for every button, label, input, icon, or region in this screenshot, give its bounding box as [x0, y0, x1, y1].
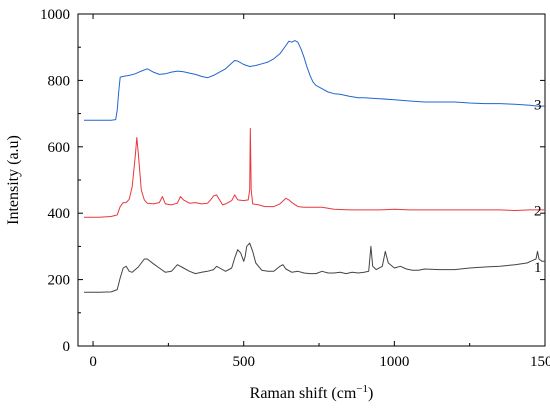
y-tick-label: 600: [48, 140, 71, 156]
y-tick-label: 200: [48, 273, 71, 289]
x-axis-label-end: ): [368, 385, 373, 402]
y-tick-label: 0: [63, 339, 71, 355]
series-line-2: [84, 128, 545, 218]
series-label-2: 2: [534, 204, 542, 220]
x-tick-label: 500: [232, 354, 255, 370]
x-axis-label-main: Raman shift (cm: [250, 385, 357, 402]
series-layer: [84, 40, 546, 293]
series-label-3: 3: [534, 97, 542, 113]
y-tick-label: 1000: [40, 7, 70, 23]
x-axis-label: Raman shift (cm−1): [250, 383, 374, 402]
x-axis-label-sup: −1: [356, 383, 368, 395]
labels-layer: 1 2 3: [534, 97, 542, 276]
series-line-1: [84, 242, 545, 293]
series-label-1: 1: [534, 260, 542, 276]
x-tick-label: 0: [89, 354, 97, 370]
series-line-3: [84, 40, 546, 121]
x-tick-label: 1000: [379, 354, 409, 370]
y-axis-label: Intensity (a.u): [5, 135, 22, 225]
plot-frame: [77, 13, 546, 347]
y-tick-label: 800: [48, 73, 71, 89]
y-tick-label: 400: [48, 206, 71, 222]
